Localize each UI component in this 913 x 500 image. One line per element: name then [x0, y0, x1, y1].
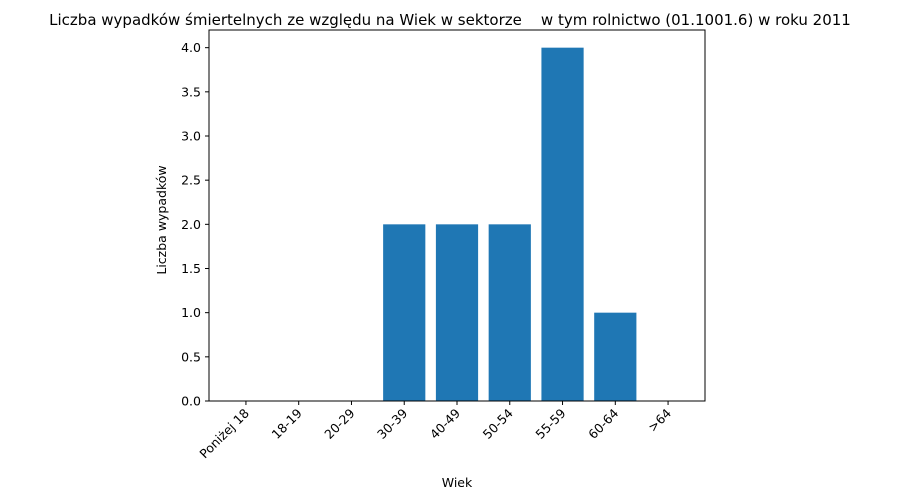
x-axis-label: Wiek — [442, 475, 473, 490]
x-tick-label: 60-64 — [585, 405, 621, 441]
plot-frame — [208, 29, 706, 402]
y-axis: 0.0 0.5 1.0 1.5 2.0 2.5 3.0 3.5 4.0 — [181, 40, 209, 409]
y-tick-label: 2.5 — [181, 173, 201, 188]
x-tick-label: 40-49 — [427, 405, 463, 441]
x-tick-label: 50-54 — [480, 405, 516, 441]
y-tick-label: 0.0 — [181, 394, 201, 409]
y-tick-label: 2.0 — [181, 217, 201, 232]
y-axis-label: Liczba wypadków — [154, 165, 169, 274]
y-tick-label: 1.0 — [181, 305, 201, 320]
y-tick-label: 3.0 — [181, 129, 201, 144]
chart-title: Liczba wypadków śmiertelnych ze względu … — [49, 11, 851, 29]
x-tick-label: >64 — [645, 405, 674, 434]
y-tick-label: 1.5 — [181, 261, 201, 276]
y-tick-label: 0.5 — [181, 349, 201, 364]
x-axis: Poniżej 18 18-19 20-29 30-39 40-49 50-54 55-59… — [196, 401, 674, 461]
y-tick-label: 4.0 — [181, 40, 201, 55]
x-tick-label: Poniżej 18 — [196, 405, 252, 461]
x-tick-label: 18-19 — [269, 405, 305, 441]
x-tick-label: 55-59 — [532, 405, 568, 441]
bar-30-39 — [383, 224, 426, 401]
bar-60-64 — [594, 312, 637, 401]
bars-group — [383, 47, 637, 402]
bar-50-54 — [488, 224, 531, 401]
x-tick-label: 30-39 — [374, 405, 410, 441]
x-tick-label: 20-29 — [321, 405, 357, 441]
bar-40-49 — [435, 224, 479, 401]
bar-55-59 — [541, 47, 584, 402]
y-tick-label: 3.5 — [181, 84, 201, 99]
